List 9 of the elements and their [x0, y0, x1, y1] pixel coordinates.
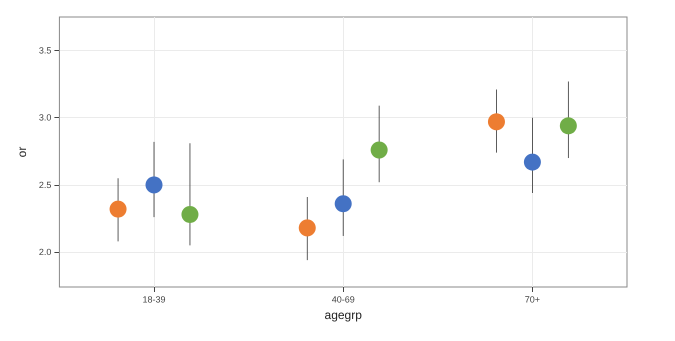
y-tick-label: 3.5: [38, 46, 52, 56]
x-tick-label: 40-69: [332, 294, 355, 304]
y-tick-label: 2.0: [38, 247, 52, 258]
x-axis-title: agegrp: [324, 308, 362, 322]
x-tick-label: 70+: [524, 294, 540, 304]
x-tick-label: 18-39: [142, 294, 166, 304]
y-axis-title: or: [15, 146, 29, 158]
y-tick-label: 2.5: [38, 180, 52, 190]
y-tick-label: 3.0: [38, 112, 52, 123]
